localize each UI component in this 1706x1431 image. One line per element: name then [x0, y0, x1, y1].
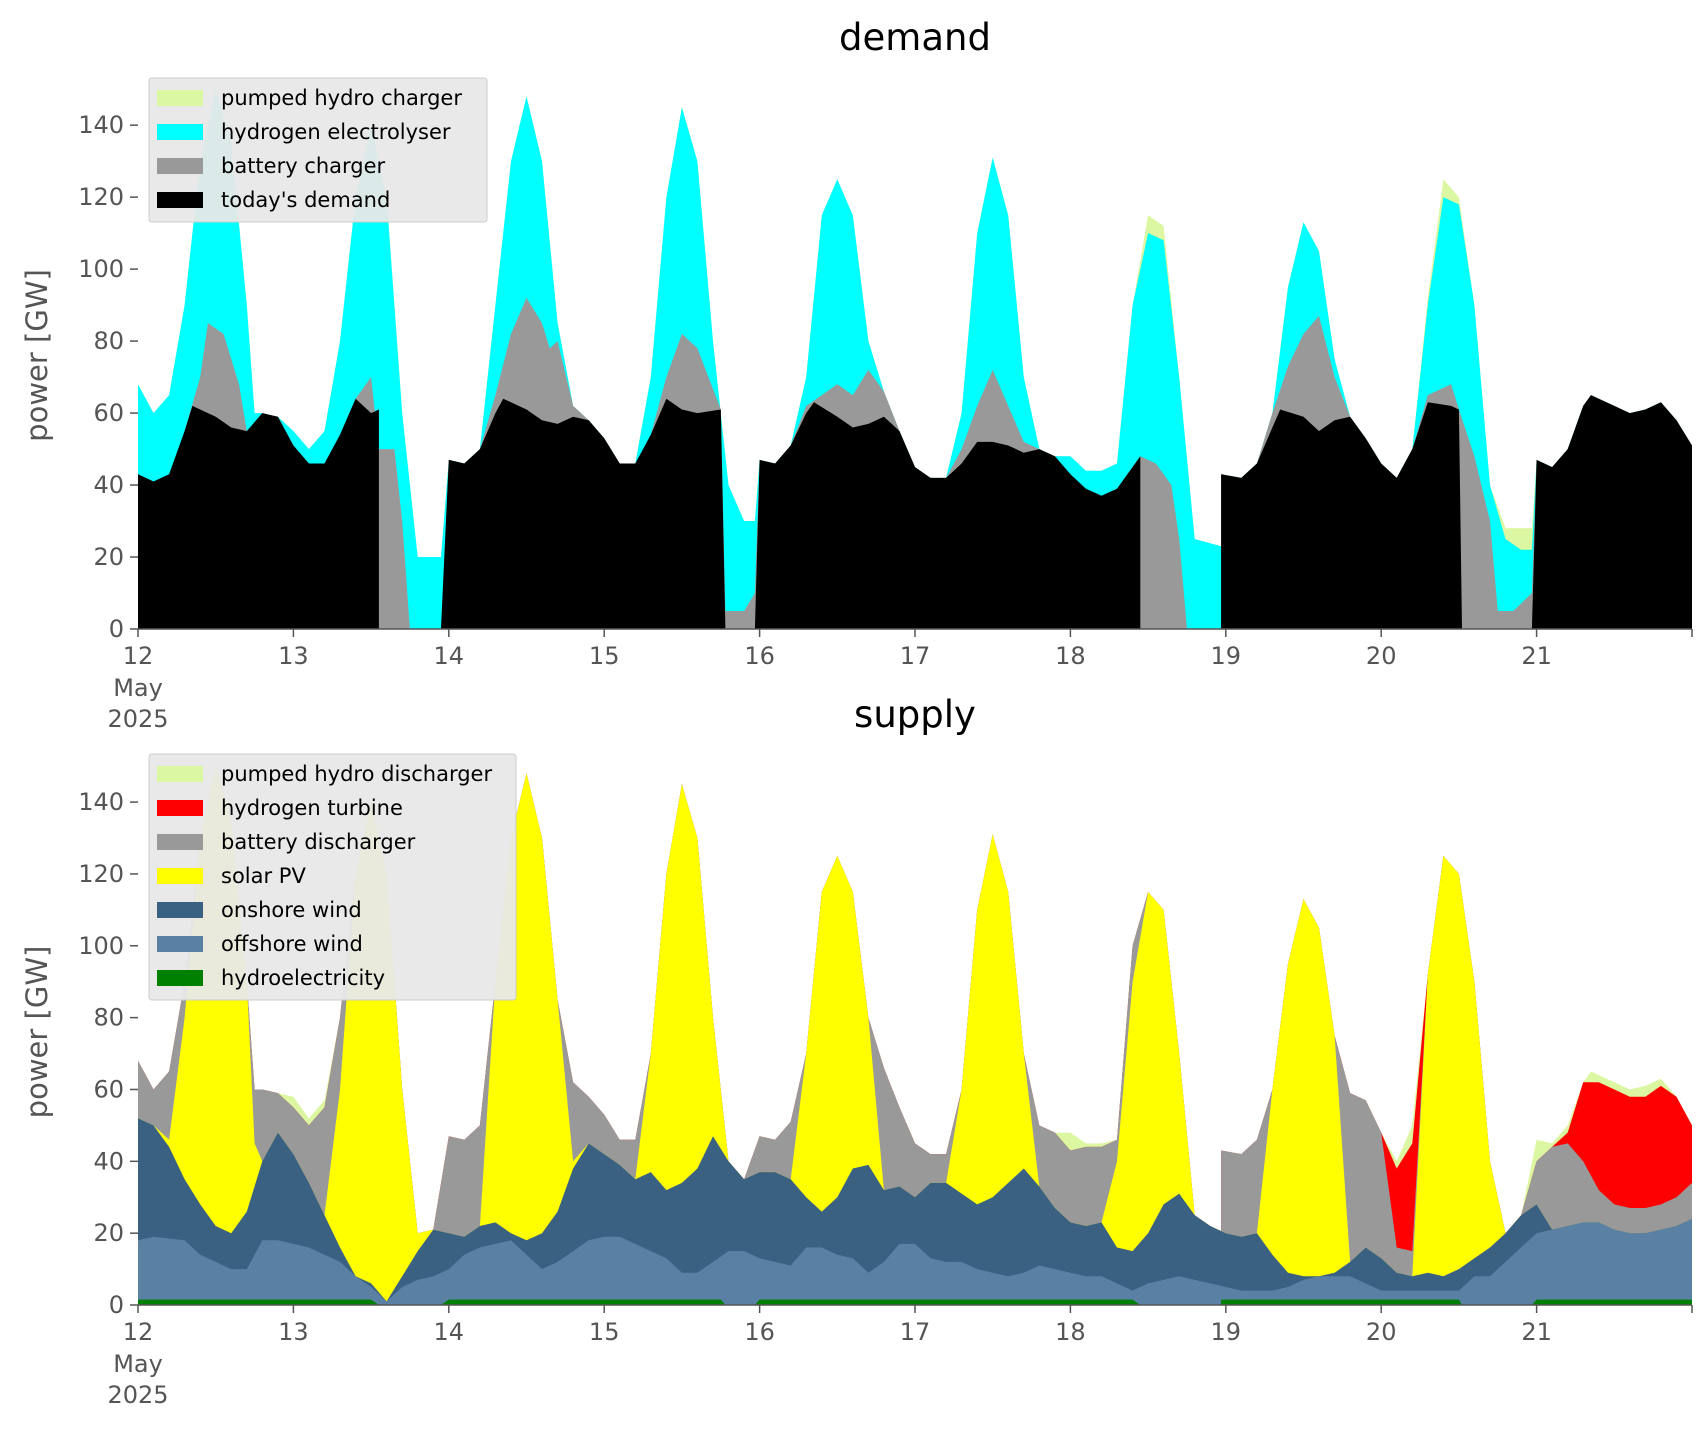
y-tick-label: 80 — [93, 1004, 124, 1032]
legend-label: hydroelectricity — [221, 966, 385, 990]
legend-swatch — [157, 90, 203, 106]
x-tick-label: 18 — [1055, 642, 1086, 670]
legend-swatch — [157, 834, 203, 850]
legend-swatch — [157, 124, 203, 140]
legend-swatch — [157, 192, 203, 208]
y-tick-label: 100 — [78, 932, 124, 960]
x-tick-label: 17 — [900, 642, 931, 670]
legend-box — [148, 77, 488, 223]
series-area-hydroelectricity — [138, 1299, 1692, 1305]
x-tick-label: 12 — [123, 642, 154, 670]
legend-label: hydrogen turbine — [221, 796, 403, 820]
y-tick-label: 20 — [93, 1219, 124, 1247]
legend-swatch — [157, 902, 203, 918]
legend-swatch — [157, 800, 203, 816]
y-tick-label: 40 — [93, 1147, 124, 1175]
x-tick-label: 16 — [744, 1318, 775, 1346]
chart-panel-supply: supply 0 20 40 60 80 100 120 140 12 May 2025 13 14 15 1… — [20, 693, 1693, 1409]
y-tick-label: 140 — [78, 788, 124, 816]
y-tick-label: 120 — [78, 860, 124, 888]
y-tick-label: 100 — [78, 255, 124, 283]
legend-label: solar PV — [221, 864, 306, 888]
legend-label: battery charger — [221, 154, 386, 178]
x-tick-label: 15 — [589, 1318, 620, 1346]
x-tick-label: 13 — [278, 642, 309, 670]
x-tick-year-label: 2025 — [107, 1381, 168, 1409]
legend-label: hydrogen electrolyser — [221, 120, 451, 144]
legend-label: pumped hydro discharger — [221, 762, 492, 786]
legend-swatch — [157, 868, 203, 884]
x-tick-label: 13 — [278, 1318, 309, 1346]
x-tick-label: 12 — [123, 1318, 154, 1346]
series-area-solar-pv — [138, 766, 1692, 1305]
chart-title: demand — [839, 16, 991, 59]
x-tick-label: 14 — [434, 642, 465, 670]
legend-swatch — [157, 936, 203, 952]
x-tick-label: 20 — [1366, 642, 1397, 670]
x-tick-label: 16 — [744, 642, 775, 670]
x-tick-label: 17 — [900, 1318, 931, 1346]
series-area-today-s-demand — [138, 395, 1692, 629]
y-tick-label: 40 — [93, 471, 124, 499]
y-tick-label: 140 — [78, 111, 124, 139]
legend: pumped hydro discharger hydrogen turbine b… — [148, 753, 517, 1001]
legend-label: today's demand — [221, 188, 390, 212]
y-tick-label: 60 — [93, 1075, 124, 1103]
x-tick-month-label: May — [113, 674, 163, 702]
legend-label: onshore wind — [221, 898, 362, 922]
x-tick-year-label: 2025 — [107, 705, 168, 733]
x-tick-label: 19 — [1211, 1318, 1242, 1346]
x-tick-label: 18 — [1055, 1318, 1086, 1346]
y-tick-label: 120 — [78, 183, 124, 211]
y-tick-label: 0 — [109, 615, 124, 643]
x-tick-label: 21 — [1521, 1318, 1552, 1346]
legend-label: battery discharger — [221, 830, 416, 854]
y-tick-label: 0 — [109, 1291, 124, 1319]
legend-label: offshore wind — [221, 932, 363, 956]
chart-title: supply — [854, 693, 976, 736]
x-tick-label: 21 — [1521, 642, 1552, 670]
chart-panel-demand: demand 0 20 40 60 80 100 120 140 12 May 2025 13 14 15 1… — [20, 16, 1693, 733]
x-tick-label: 14 — [434, 1318, 465, 1346]
y-axis-label: power [GW] — [20, 269, 54, 442]
y-tick-label: 20 — [93, 543, 124, 571]
x-tick-label: 20 — [1366, 1318, 1397, 1346]
y-tick-label: 60 — [93, 399, 124, 427]
legend-box — [148, 753, 517, 1001]
x-tick-month-label: May — [113, 1350, 163, 1378]
legend-swatch — [157, 766, 203, 782]
y-axis-label: power [GW] — [20, 946, 54, 1119]
y-tick-label: 80 — [93, 327, 124, 355]
x-tick-label: 19 — [1211, 642, 1242, 670]
legend-label: pumped hydro charger — [221, 86, 462, 110]
series-area-offshore-wind — [138, 1218, 1692, 1305]
legend-swatch — [157, 158, 203, 174]
x-tick-label: 15 — [589, 642, 620, 670]
legend: pumped hydro charger hydrogen electrolyse… — [148, 77, 488, 223]
legend-swatch — [157, 970, 203, 986]
